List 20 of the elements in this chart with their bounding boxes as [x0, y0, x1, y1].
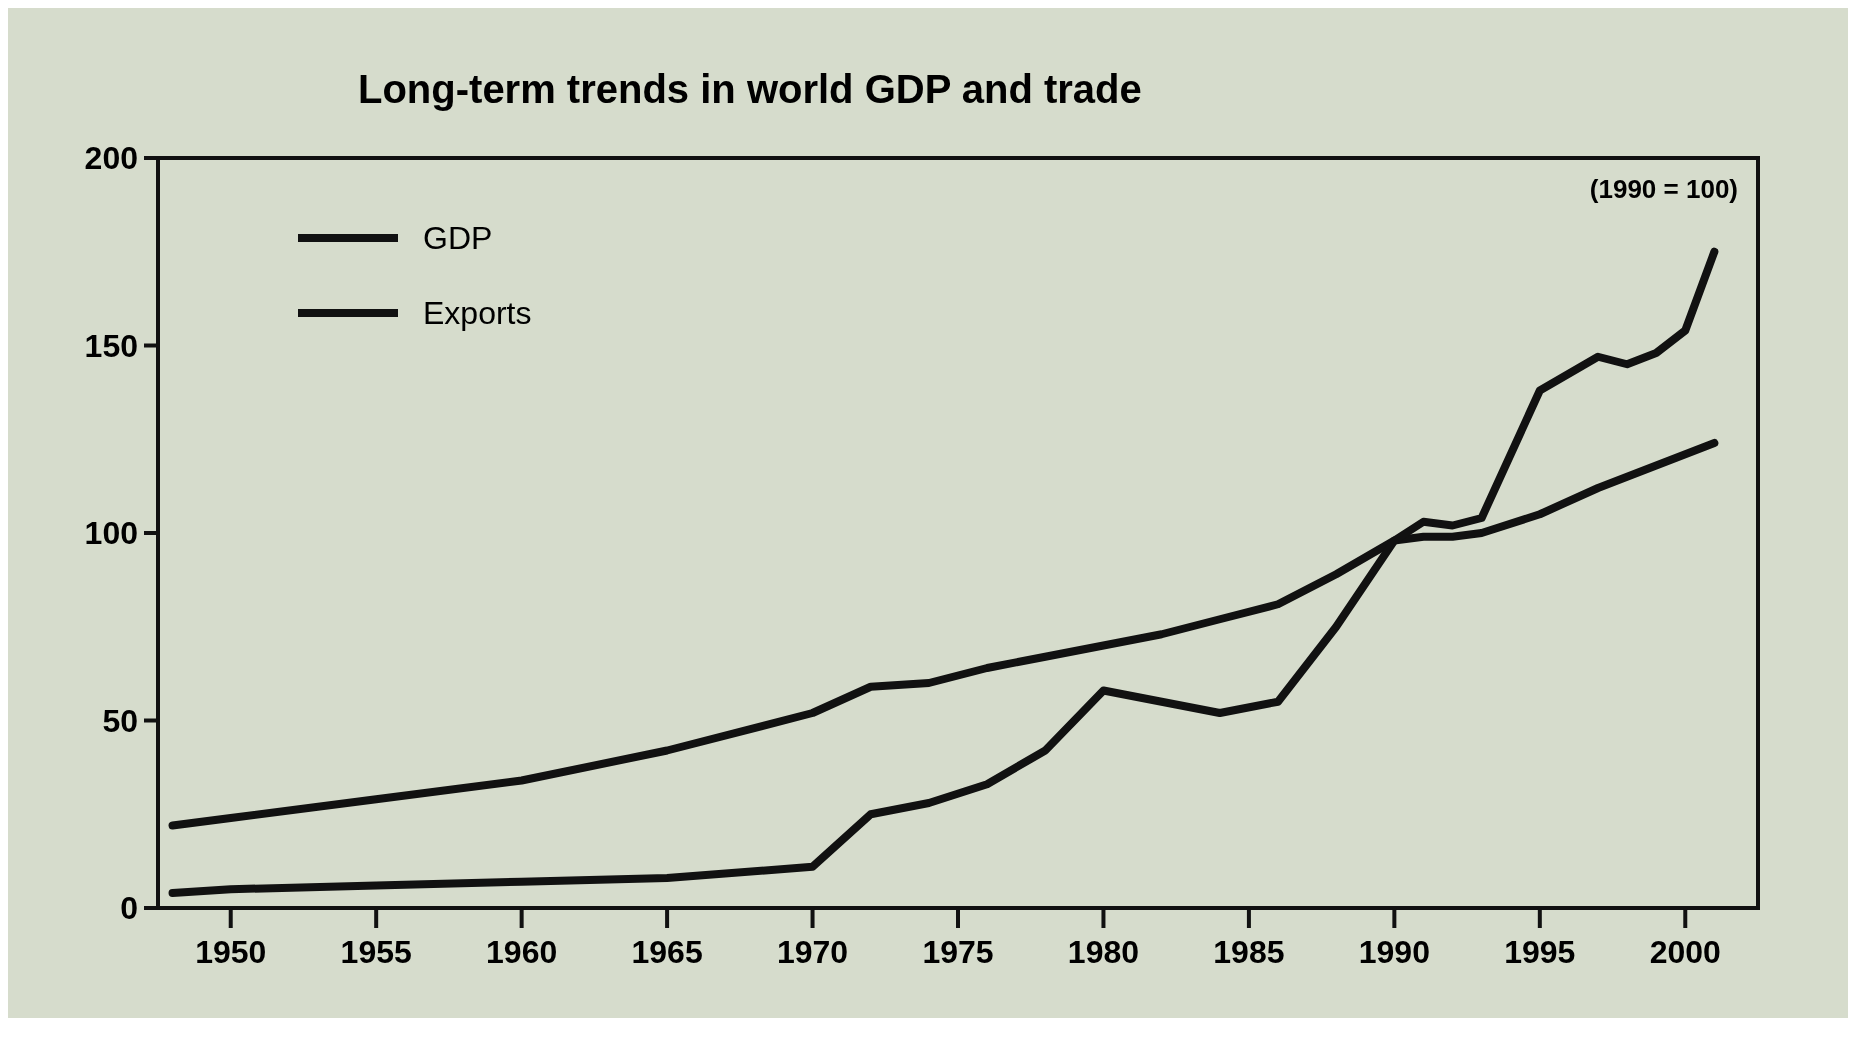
x-tick-label: 1950	[195, 934, 267, 970]
y-tick-label: 150	[84, 327, 138, 364]
y-tick-label: 50	[102, 702, 138, 739]
x-tick-label: 1990	[1358, 934, 1430, 970]
x-tick-label: 1970	[776, 934, 849, 970]
x-tick-label: 1960	[486, 934, 558, 970]
x-tick-label: 1955	[340, 934, 412, 970]
x-tick-label: 1975	[922, 934, 994, 970]
annotation: (1990 = 100)	[1589, 174, 1738, 204]
x-tick-label: 1980	[1067, 934, 1140, 970]
y-tick-label: 200	[84, 140, 138, 177]
legend-label: GDP	[423, 220, 493, 257]
x-tick-label: 1985	[1213, 934, 1285, 970]
y-tick-label: 100	[84, 515, 138, 552]
legend-label: Exports	[423, 295, 532, 332]
x-tick-label: 1995	[1504, 934, 1576, 970]
x-tick-label: 1965	[631, 934, 703, 970]
x-tick-label: 2000	[1649, 934, 1721, 970]
chart-title: Long-term trends in world GDP and trade	[358, 67, 1142, 111]
y-tick-label: 0	[120, 890, 138, 927]
